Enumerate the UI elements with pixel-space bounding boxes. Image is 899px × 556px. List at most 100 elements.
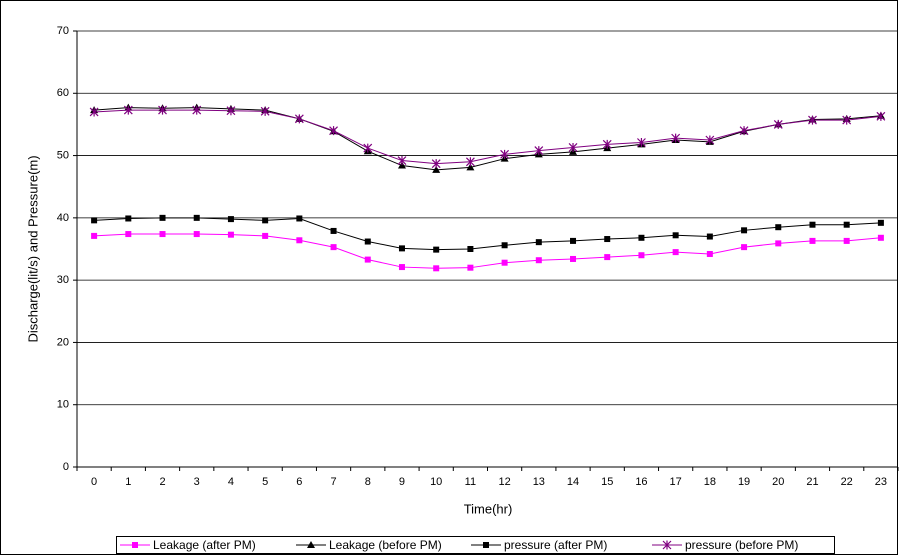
marker (329, 126, 338, 136)
x-tick-label: 1 (125, 476, 131, 488)
y-tick-label: 0 (63, 461, 69, 473)
marker (741, 244, 748, 251)
y-tick-label: 10 (57, 399, 69, 411)
x-tick-label: 12 (498, 476, 510, 488)
marker (568, 142, 578, 152)
legend-label: Leakage (before PM) (329, 538, 442, 552)
x-tick-label: 15 (601, 476, 613, 488)
marker (330, 244, 337, 251)
x-tick-label: 13 (533, 476, 545, 488)
x-tick-label: 16 (635, 476, 647, 488)
x-tick-label: 8 (365, 476, 371, 488)
marker (773, 119, 783, 129)
marker (89, 107, 99, 117)
marker (877, 219, 884, 226)
marker (398, 264, 405, 271)
marker (125, 215, 132, 222)
x-tick-label: 21 (806, 476, 818, 488)
x-tick-label: 14 (567, 476, 579, 488)
marker (227, 231, 234, 238)
x-tick-label: 17 (670, 476, 682, 488)
x-tick-label: 10 (430, 476, 442, 488)
marker (638, 234, 645, 241)
x-tick-label: 18 (704, 476, 716, 488)
marker (466, 163, 475, 171)
marker (227, 216, 234, 223)
marker (465, 157, 475, 167)
marker (431, 159, 441, 169)
line (94, 107, 881, 171)
marker (192, 105, 202, 115)
marker (123, 105, 133, 115)
marker (534, 146, 544, 156)
marker (706, 250, 713, 257)
marker (91, 217, 98, 224)
marker (262, 217, 269, 224)
marker (809, 221, 816, 228)
line (94, 109, 881, 165)
marker (843, 237, 850, 244)
marker (483, 542, 489, 548)
marker (877, 234, 884, 241)
marker (706, 233, 713, 240)
marker (433, 265, 440, 272)
marker (501, 259, 508, 266)
marker (602, 139, 612, 149)
marker (570, 237, 577, 244)
y-tick-label: 60 (57, 87, 69, 99)
marker (132, 542, 138, 548)
marker (193, 231, 200, 238)
marker (226, 106, 236, 116)
marker (364, 256, 371, 263)
marker (296, 237, 303, 244)
legend-label: Leakage (after PM) (153, 538, 256, 552)
x-tick-label: 7 (331, 476, 337, 488)
marker (842, 115, 852, 125)
marker (876, 111, 886, 121)
marker (501, 242, 508, 249)
marker (604, 236, 611, 243)
marker (570, 255, 577, 262)
y-tick-label: 30 (57, 274, 69, 286)
x-tick-label: 2 (159, 476, 165, 488)
marker (397, 156, 407, 166)
marker (296, 215, 303, 222)
marker (662, 540, 672, 550)
y-tick-label: 70 (57, 25, 69, 37)
marker (535, 239, 542, 246)
marker (672, 232, 679, 239)
marker (433, 246, 440, 253)
marker (262, 232, 269, 239)
y-axis-label: Discharge(lit/s) and Pressure(m) (25, 155, 40, 342)
marker (432, 165, 441, 173)
marker (637, 137, 646, 147)
x-tick-label: 23 (875, 476, 887, 488)
y-tick-label: 40 (57, 212, 69, 224)
x-tick-label: 11 (465, 476, 476, 488)
marker (705, 135, 715, 145)
marker (638, 252, 645, 259)
marker (604, 254, 611, 261)
marker (535, 257, 542, 264)
x-tick-label: 6 (296, 476, 302, 488)
marker (741, 227, 748, 234)
marker (158, 105, 167, 115)
marker (809, 237, 816, 244)
marker (159, 214, 166, 221)
marker (125, 231, 132, 238)
x-tick-label: 0 (91, 476, 97, 488)
x-tick-label: 19 (738, 476, 750, 488)
marker (775, 224, 782, 231)
marker (500, 149, 510, 159)
marker (843, 221, 850, 228)
marker (307, 541, 315, 548)
marker (775, 240, 782, 247)
x-axis-label: Time(hr) (464, 501, 513, 516)
marker (467, 246, 474, 252)
marker (91, 232, 98, 239)
legend-label: pressure (after PM) (504, 538, 607, 552)
line (94, 217, 881, 251)
marker (193, 214, 200, 221)
x-tick-label: 3 (194, 476, 200, 488)
